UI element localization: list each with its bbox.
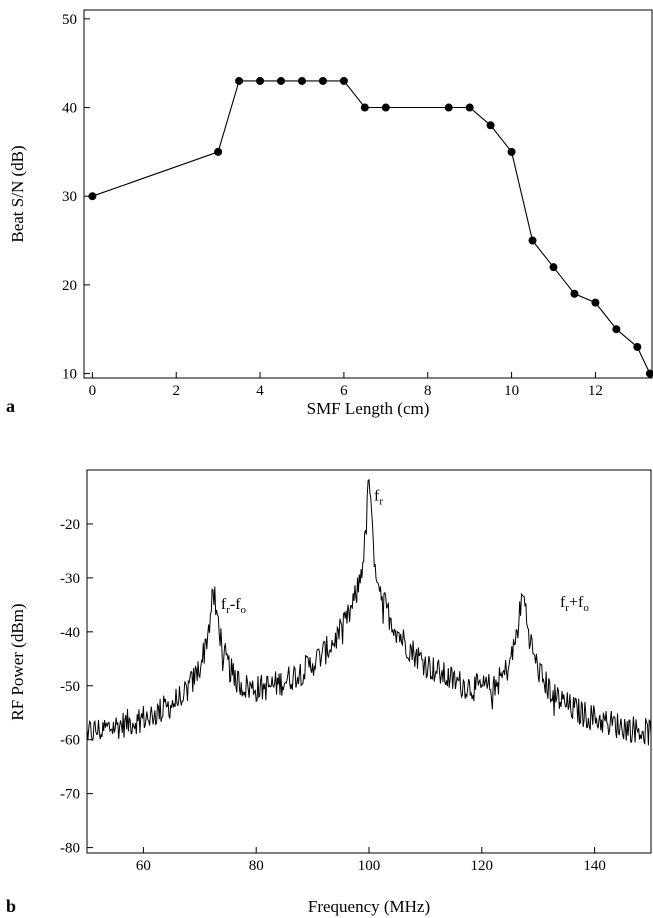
panel-b-xtick-label: 120	[471, 858, 494, 874]
panel-a-ytick-label: 10	[62, 367, 77, 383]
panel-a-series-line	[92, 80, 651, 374]
panel-a-ytick-label: 20	[62, 278, 77, 294]
panel-b-xlabel: Frequency (MHz)	[308, 897, 430, 916]
panel-b-ytick-label: -80	[60, 841, 80, 857]
panel-a-data-point	[549, 263, 558, 272]
panel-b-ytick-label: -50	[60, 679, 80, 695]
panel-b-ytick-label: -40	[60, 625, 80, 641]
panel-a-data-point	[612, 325, 621, 334]
panel-a-ytick-label: 40	[62, 101, 77, 117]
panel-a-data-point	[645, 369, 653, 378]
panel-b-xtick-label: 80	[249, 858, 264, 874]
panel-a-ylabel: Beat S/N (dB)	[8, 145, 27, 242]
panel-a-data-point	[570, 289, 579, 298]
panel-a-data-point	[507, 147, 516, 156]
panel-a-data-point	[591, 298, 600, 307]
panel-a-xtick-label: 12	[588, 383, 603, 399]
panel-b-peak-label: fr-fo	[221, 596, 247, 616]
panel-a-data-point	[88, 192, 97, 201]
panel-a-data-point	[339, 76, 348, 85]
panel-a-xtick-label: 10	[504, 383, 519, 399]
panel-a-data-point	[360, 103, 369, 112]
panel-a-chart: 0 2 4 6 8 10 12 10 20 30 40 50 SMF Length (cm) Beat…	[6, 9, 653, 418]
panel-b-peak-label: fr+fo	[560, 594, 589, 614]
panel-a-plot-frame	[83, 9, 653, 379]
panel-a-xlabel: SMF Length (cm)	[307, 399, 430, 418]
panel-a-data-point	[444, 103, 453, 112]
panel-a-data-point	[465, 103, 474, 112]
panel-b-xtick-label: 100	[358, 858, 381, 874]
panel-b-xtick-label: 60	[136, 858, 151, 874]
panel-b-ytick-label: -60	[60, 733, 80, 749]
panel-a-ytick-label: 50	[62, 12, 77, 28]
panel-a-data-point	[297, 76, 306, 85]
panel-a-data-point	[214, 147, 223, 156]
panel-b-ytick-label: -20	[60, 517, 80, 533]
panel-a-label: a	[6, 396, 15, 416]
panel-b-xtick-label: 140	[583, 858, 606, 874]
panel-a-data-point	[318, 76, 327, 85]
panel-a-xtick-label: 4	[256, 383, 264, 399]
panel-b-plot-frame	[86, 469, 652, 854]
panel-b-peak-label: fr	[374, 487, 383, 507]
panel-a-data-point	[235, 76, 244, 85]
panel-a-xtick-label: 8	[424, 383, 432, 399]
panel-b-spectrum-trace	[86, 478, 652, 746]
panel-a-data-point	[486, 121, 495, 130]
panel-a-data-point	[633, 342, 642, 351]
panel-a-data-point	[256, 76, 265, 85]
panel-b-ytick-label: -70	[60, 787, 80, 803]
panel-b-label: b	[6, 896, 16, 916]
panel-a-data-point	[528, 236, 537, 245]
panel-a-data-point	[381, 103, 390, 112]
panel-a-xtick-label: 6	[340, 383, 348, 399]
panel-b-ylabel: RF Power (dBm)	[8, 603, 27, 720]
panel-a-ytick-label: 30	[62, 189, 77, 205]
panel-a-xtick-label: 2	[172, 383, 180, 399]
panel-b-ytick-label: -30	[60, 571, 80, 587]
panel-a-data-point	[277, 76, 286, 85]
panel-a-xtick-label: 0	[89, 383, 97, 399]
panel-b-chart: 60 80 100 120 140 -80 -70 -60 -50 -40 -30 -20 fr-fo…	[6, 469, 652, 916]
